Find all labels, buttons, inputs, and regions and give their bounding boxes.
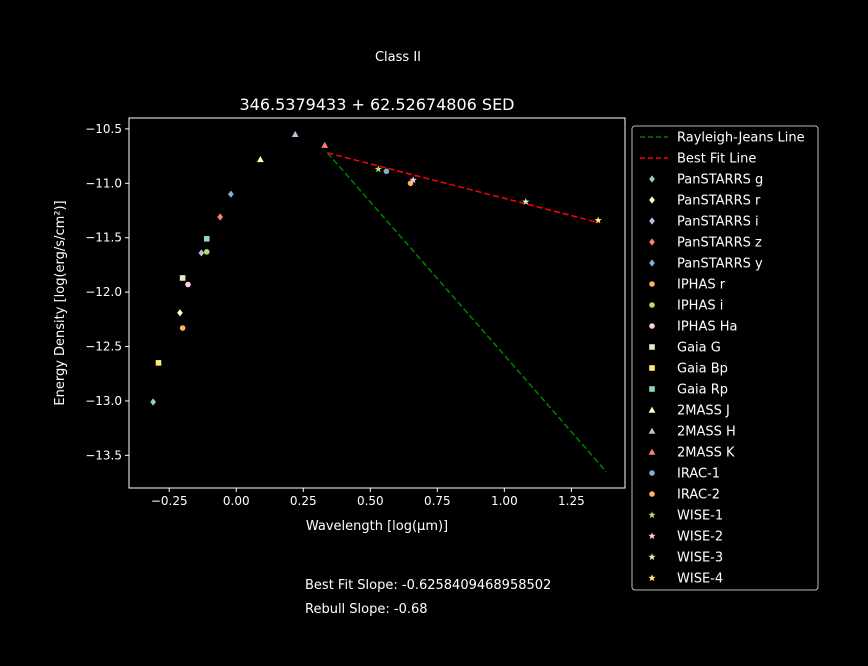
- legend-label-iphas-ha: IPHAS Ha: [677, 320, 737, 335]
- wise-3-point: [522, 197, 530, 205]
- 2mass-j-point: [256, 155, 264, 163]
- legend-label-panstarrs-z: PanSTARRS z: [677, 236, 762, 251]
- irac-1-point: [383, 168, 390, 175]
- legend-swatch-iphas-ha: [649, 323, 655, 329]
- y-tick-label: −13.5: [85, 448, 122, 462]
- x-tick-label: 0.25: [290, 494, 317, 508]
- legend-label-wise-1: WISE-1: [677, 509, 723, 524]
- data-points: [150, 130, 602, 406]
- x-tick-label: 1.00: [491, 494, 518, 508]
- iphas-ha-point: [185, 281, 191, 288]
- wise-1-point: [374, 165, 382, 173]
- 2mass-h-point: [291, 130, 299, 138]
- y-axis-ticks: −10.5 −11.0 −11.5 −12.0 −12.5 −13.0 −13.5: [85, 122, 129, 462]
- y-axis-label: Energy Density [log(erg/s/cm²)]: [53, 200, 68, 405]
- legend-label-2mass-k: 2MASS K: [677, 446, 735, 461]
- wise-4-point: [594, 216, 602, 224]
- legend-swatch-irac-2: [649, 491, 655, 497]
- x-tick-label: 0.75: [424, 494, 451, 508]
- panstarrs-i-point: [198, 249, 205, 257]
- legend-label-iphas-i: IPHAS i: [677, 299, 723, 314]
- legend-swatch-wise-1: [648, 511, 656, 519]
- legend-label-wise-4: WISE-4: [677, 572, 723, 587]
- legend-swatch-2mass-k: [648, 448, 656, 455]
- plot-frame: [128, 117, 626, 489]
- chart-title: 346.5379433 + 62.52674806 SED: [239, 95, 514, 114]
- legend-label-panstarrs-r: PanSTARRS r: [677, 194, 761, 209]
- panstarrs-z-point: [217, 213, 224, 221]
- fit-lines: [326, 152, 607, 473]
- legend-label-wise-3: WISE-3: [677, 551, 723, 566]
- legend: Rayleigh-Jeans Line Best Fit Line PanSTARR…: [631, 125, 819, 591]
- best-fit-slope-text: Best Fit Slope: -0.6258409468958502: [305, 578, 551, 593]
- legend-label-panstarrs-g: PanSTARRS g: [677, 173, 763, 188]
- gaia-bp-point: [155, 360, 162, 366]
- legend-label-gaia-g: Gaia G: [677, 341, 721, 356]
- x-tick-label: 0.50: [357, 494, 384, 508]
- legend-swatch-2mass-h: [648, 427, 656, 434]
- x-tick-label: 0.00: [223, 494, 250, 508]
- iphas-i-point: [203, 249, 210, 255]
- x-tick-label: −0.25: [151, 494, 188, 508]
- legend-label-iphas-r: IPHAS r: [677, 278, 726, 293]
- rebull-slope-text: Rebull Slope: -0.68: [305, 602, 428, 617]
- y-tick-label: −10.5: [85, 122, 122, 136]
- wise-2-point: [409, 176, 417, 184]
- x-tick-label: 1.25: [558, 494, 585, 508]
- y-tick-label: −12.5: [85, 340, 122, 354]
- gaia-rp-point: [203, 235, 210, 242]
- gaia-g-point: [179, 275, 186, 281]
- legend-swatch-panstarrs-z: [649, 238, 655, 246]
- legend-swatch-panstarrs-g: [649, 175, 655, 183]
- legend-entries: Rayleigh-Jeans Line Best Fit Line PanSTARR…: [640, 131, 805, 587]
- legend-swatch-iphas-r: [649, 281, 655, 287]
- rayleigh-jeans-line: [326, 152, 607, 473]
- legend-swatch-gaia-rp: [649, 386, 655, 392]
- legend-swatch-wise-3: [648, 553, 656, 561]
- legend-label-gaia-bp: Gaia Bp: [677, 362, 728, 377]
- figure-suptitle: Class II: [375, 50, 421, 65]
- legend-label-irac-2: IRAC-2: [677, 488, 720, 503]
- x-axis-label: Wavelength [log(μm)]: [306, 519, 448, 534]
- legend-swatch-gaia-g: [649, 344, 655, 350]
- legend-label-rayleigh-jeans-line: Rayleigh-Jeans Line: [677, 131, 805, 146]
- legend-label-2mass-j: 2MASS J: [677, 404, 730, 419]
- iphas-r-point: [179, 325, 186, 331]
- legend-label-panstarrs-i: PanSTARRS i: [677, 215, 759, 230]
- legend-swatch-iphas-i: [649, 302, 655, 308]
- legend-label-irac-1: IRAC-1: [677, 467, 720, 482]
- legend-swatch-panstarrs-y: [649, 259, 655, 267]
- y-tick-label: −11.0: [85, 176, 122, 190]
- y-tick-label: −12.0: [85, 285, 122, 299]
- legend-swatch-panstarrs-r: [649, 196, 655, 204]
- legend-swatch-wise-4: [648, 574, 656, 582]
- legend-swatch-panstarrs-i: [649, 217, 655, 225]
- legend-label-wise-2: WISE-2: [677, 530, 723, 545]
- panstarrs-y-point: [228, 190, 234, 198]
- legend-label-gaia-rp: Gaia Rp: [677, 383, 728, 398]
- legend-swatch-gaia-bp: [649, 365, 655, 371]
- 2mass-k-point: [321, 141, 329, 148]
- y-tick-label: −13.0: [85, 394, 122, 408]
- panstarrs-r-point: [177, 309, 183, 317]
- panstarrs-g-point: [150, 398, 157, 406]
- legend-label-best-fit-line: Best Fit Line: [677, 152, 756, 167]
- legend-label-2mass-h: 2MASS H: [677, 425, 736, 440]
- plot-area: [128, 117, 626, 489]
- legend-swatch-wise-2: [648, 532, 656, 540]
- legend-label-panstarrs-y: PanSTARRS y: [677, 257, 763, 272]
- legend-frame: [631, 125, 819, 591]
- legend-swatch-irac-1: [649, 470, 655, 476]
- x-axis-ticks: −0.25 0.00 0.25 0.50 0.75 1.00 1.25: [151, 488, 585, 508]
- legend-swatch-2mass-j: [648, 406, 656, 413]
- best-fit-line: [327, 152, 599, 224]
- y-tick-label: −11.5: [85, 231, 122, 245]
